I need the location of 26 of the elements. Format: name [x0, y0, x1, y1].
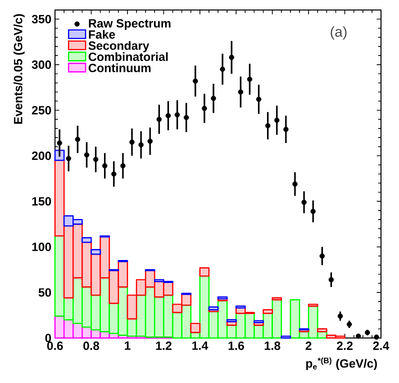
y-tick-label: 50	[38, 288, 51, 297]
x-tick-label: 1	[124, 342, 130, 350]
x-tick-label: 0.8	[83, 342, 100, 350]
x-axis-title: p$_{e}$$^{*(B)}$ (GeV/c)	[306, 357, 377, 370]
x-tick-label: 1.6	[228, 342, 244, 350]
x-tick-label: 1.8	[264, 342, 280, 350]
legend-label: Raw Spectrum	[88, 19, 170, 30]
legend-label: Continuum	[88, 63, 151, 72]
y-axis-title: Events/0.05 (GeV/c)	[14, 14, 25, 124]
y-tick-label: 350	[32, 14, 51, 24]
y-tick-label: 150	[32, 197, 51, 206]
x-tick-label: 2.4	[373, 342, 390, 350]
y-tick-label: 250	[32, 106, 51, 114]
y-tick-label: 0	[45, 334, 51, 342]
annotation: (a)	[330, 26, 346, 40]
y-tick-label: 300	[32, 60, 51, 69]
legend-label: Combinatorial	[88, 52, 168, 62]
x-tick-label: 2	[306, 342, 312, 350]
y-tick-label: 200	[32, 152, 51, 160]
legend-label: Fake	[88, 30, 115, 39]
x-tick-label: 0.6	[47, 342, 63, 350]
x-tick-label: 1.2	[156, 342, 172, 350]
x-tick-label: 2.2	[336, 342, 353, 350]
x-tick-label: 1.4	[192, 342, 208, 350]
y-tick-label: 100	[32, 242, 51, 252]
legend-label: Secondary	[88, 41, 150, 52]
